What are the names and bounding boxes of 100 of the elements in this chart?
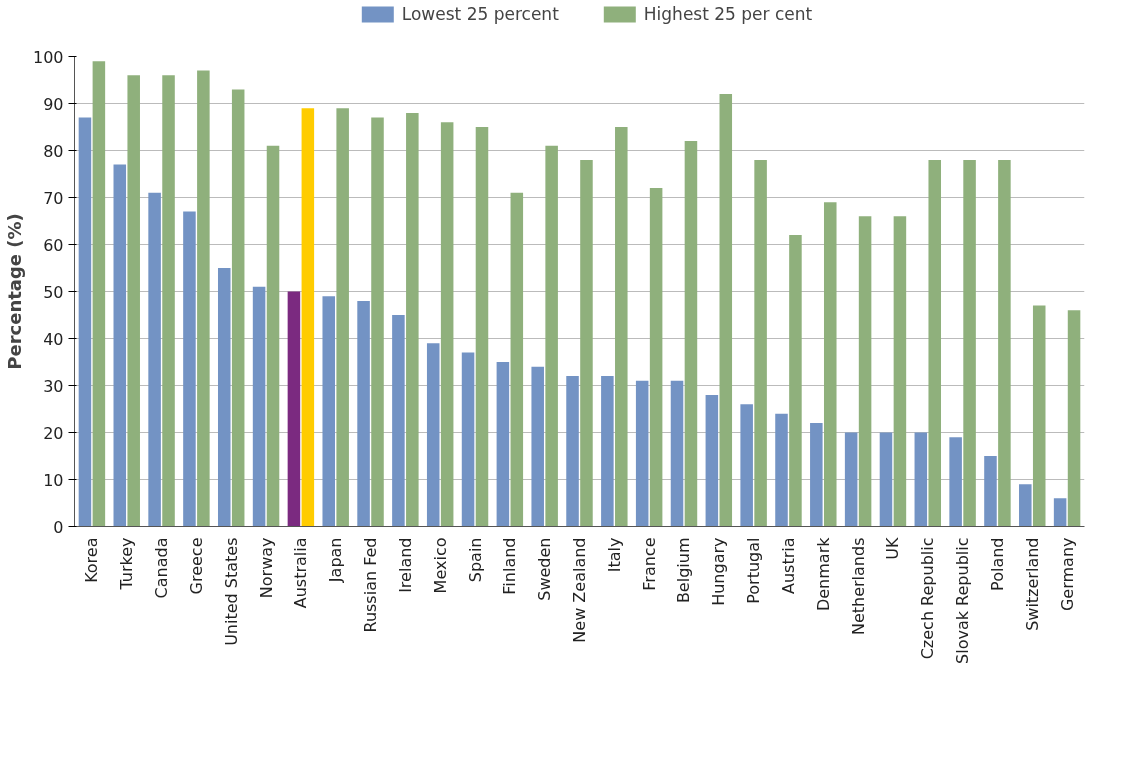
bar xyxy=(649,188,663,527)
y-tick-label: 40 xyxy=(43,329,64,349)
bar xyxy=(775,413,788,527)
bar xyxy=(580,159,593,527)
bar xyxy=(197,70,210,527)
x-tick-label: Australia xyxy=(291,537,311,609)
bar xyxy=(740,404,753,527)
x-tick-label: Italy xyxy=(604,537,624,573)
y-tick-label: 100 xyxy=(32,47,64,67)
bar xyxy=(858,216,872,527)
bar xyxy=(949,437,962,527)
y-tick-label: 60 xyxy=(43,235,64,255)
bar xyxy=(928,159,942,527)
x-tick-label: Hungary xyxy=(709,537,729,606)
x-tick-label: France xyxy=(639,537,659,591)
y-tick-label: 80 xyxy=(43,141,64,161)
bar xyxy=(566,376,579,527)
bar xyxy=(879,432,893,527)
bar xyxy=(754,159,767,527)
y-tick-label: 10 xyxy=(43,470,64,490)
bar xyxy=(635,380,649,527)
bar xyxy=(231,89,245,527)
x-tick-label: Austria xyxy=(778,537,798,595)
bar xyxy=(1067,310,1081,527)
x-tick-label: UK xyxy=(883,536,903,560)
bar xyxy=(1053,498,1067,527)
x-tick-label: Slovak Republic xyxy=(953,537,973,664)
bar xyxy=(322,296,336,527)
legend-label: Highest 25 per cent xyxy=(643,4,813,24)
bar xyxy=(183,211,196,527)
bar xyxy=(287,291,301,527)
x-tick-label: Sweden xyxy=(535,537,555,601)
bar xyxy=(92,61,106,527)
x-tick-label: Mexico xyxy=(430,537,450,594)
bar xyxy=(719,94,733,527)
x-tick-label: Ireland xyxy=(395,537,415,593)
bar xyxy=(615,127,628,527)
x-tick-label: Denmark xyxy=(813,536,833,612)
bar xyxy=(440,122,454,527)
bar xyxy=(823,202,837,527)
y-tick-label: 90 xyxy=(43,94,64,114)
bar xyxy=(844,432,858,527)
bar xyxy=(392,315,405,527)
bar xyxy=(78,117,92,527)
x-tick-label: United States xyxy=(221,537,241,646)
x-tick-label: Greece xyxy=(186,537,206,595)
bar xyxy=(684,141,698,527)
legend-label: Lowest 25 percent xyxy=(401,4,559,24)
bar xyxy=(531,366,544,527)
x-tick-label: Russian Fed xyxy=(361,537,381,633)
bar xyxy=(371,117,384,527)
bar xyxy=(336,108,349,527)
bar xyxy=(301,108,315,527)
bar xyxy=(406,112,419,527)
x-tick-label: New Zealand xyxy=(570,537,589,643)
x-tick-label: Portugal xyxy=(744,537,764,604)
bar xyxy=(963,159,976,527)
bar xyxy=(217,268,231,527)
bar xyxy=(162,75,175,527)
y-tick-label: 20 xyxy=(43,423,64,443)
bar xyxy=(475,127,489,527)
y-tick-label: 30 xyxy=(43,376,64,396)
bar xyxy=(914,432,928,527)
bar xyxy=(893,216,907,527)
y-axis-title: Percentage (%) xyxy=(3,213,25,370)
bar xyxy=(461,352,475,527)
y-tick-label: 0 xyxy=(53,517,64,537)
x-tick-label: Spain xyxy=(465,537,485,583)
bar xyxy=(496,362,510,527)
bar xyxy=(984,456,997,527)
x-tick-label: Korea xyxy=(82,537,102,583)
bar xyxy=(357,300,370,527)
x-tick-label: Germany xyxy=(1057,537,1077,612)
x-tick-label: Turkey xyxy=(117,537,137,591)
x-tick-label: Canada xyxy=(152,537,172,599)
bar xyxy=(670,380,684,527)
y-tick-label: 70 xyxy=(43,188,64,208)
bar xyxy=(510,192,524,527)
y-tick-label: 50 xyxy=(43,282,64,302)
x-tick-label: Finland xyxy=(500,537,520,595)
x-tick-label: Switzerland xyxy=(1022,537,1042,631)
bar xyxy=(127,75,140,527)
bar xyxy=(1032,305,1046,527)
bar xyxy=(705,394,719,527)
bar xyxy=(148,192,161,527)
bar xyxy=(601,376,614,527)
x-tick-label: Japan xyxy=(326,537,346,584)
bar xyxy=(545,145,558,527)
x-tick-label: Norway xyxy=(256,537,276,599)
x-tick-label: Belgium xyxy=(674,537,694,604)
x-tick-label: Netherlands xyxy=(848,537,868,636)
bar xyxy=(810,423,823,527)
bar xyxy=(266,145,280,527)
bar xyxy=(113,164,127,527)
bar xyxy=(789,235,802,527)
bar xyxy=(426,343,440,527)
bar xyxy=(252,286,266,527)
bar xyxy=(1019,484,1032,527)
bar xyxy=(998,159,1011,527)
x-tick-label: Czech Republic xyxy=(918,537,938,660)
